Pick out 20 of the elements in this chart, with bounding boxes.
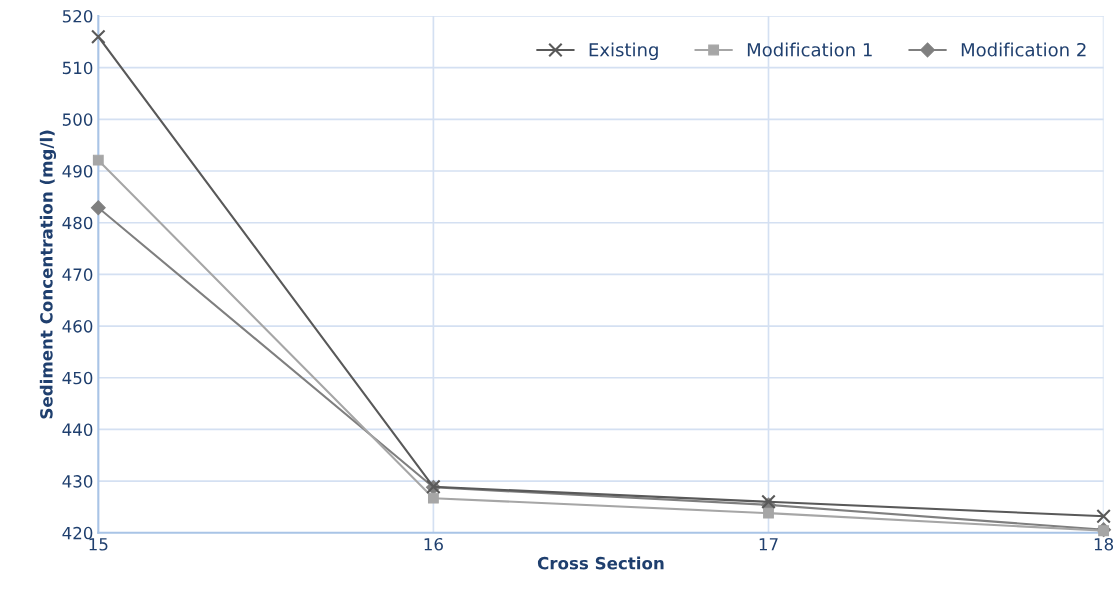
y-tick-label: 440	[62, 423, 93, 437]
y-axis-title: Sediment Concentration (mg/l)	[39, 130, 57, 419]
x-tick-label: 15	[89, 538, 108, 551]
y-tick-label: 480	[62, 216, 93, 230]
x-tick-label: 17	[759, 538, 778, 551]
y-tick-label: 450	[62, 371, 93, 385]
y-tick-label: 500	[62, 113, 93, 126]
y-tick-label: 520	[62, 9, 93, 23]
x-tick-label: 16	[424, 537, 443, 551]
y-tick-label: 420	[62, 526, 93, 540]
x-tick-label: 18	[1094, 537, 1114, 551]
legend-label: Existing	[589, 42, 658, 61]
x-axis-title: Cross Section	[537, 556, 664, 570]
legend-label: Modification 2	[961, 42, 1086, 57]
y-tick-label: 510	[62, 61, 93, 75]
y-tick-label: 430	[62, 475, 93, 488]
y-tick-label: 470	[62, 268, 93, 281]
legend-label: Modification 1	[747, 42, 872, 57]
y-tick-label: 460	[62, 320, 93, 333]
y-tick-label: 490	[62, 164, 93, 178]
